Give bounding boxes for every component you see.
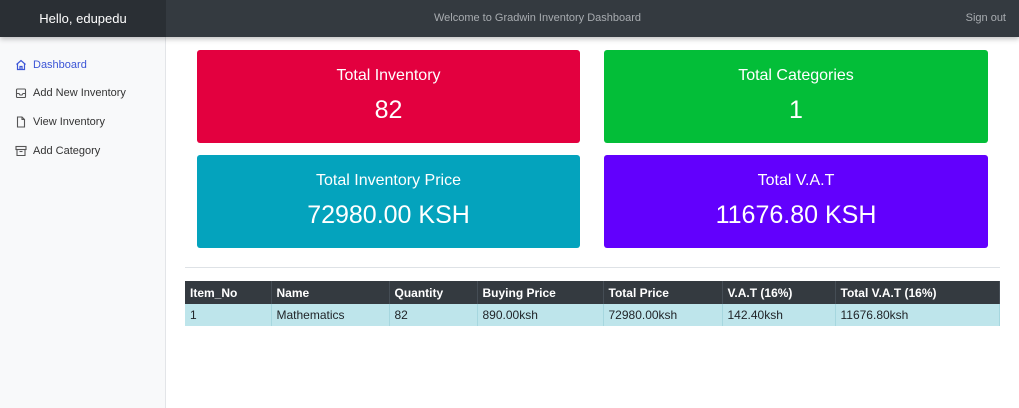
home-icon xyxy=(15,59,27,71)
sidebar-item-label: Dashboard xyxy=(33,59,87,71)
table-row: 1 Mathematics 82 890.00ksh 72980.00ksh 1… xyxy=(185,304,1000,326)
card-total-categories: Total Categories 1 xyxy=(604,50,988,143)
card-total-vat: Total V.A.T 11676.80 KSH xyxy=(604,155,988,248)
sidebar-item-label: Add New Inventory xyxy=(33,87,126,99)
sidebar-item-label: Add Category xyxy=(33,145,101,157)
file-icon xyxy=(15,116,27,128)
column-header: V.A.T (16%) xyxy=(722,281,836,304)
sidebar-item-dashboard[interactable]: Dashboard xyxy=(15,59,87,71)
section-divider xyxy=(185,267,1000,268)
column-header: Quantity xyxy=(389,281,478,304)
table-cell: Mathematics xyxy=(271,304,390,326)
card-title: Total Inventory xyxy=(336,67,441,84)
table-cell: 890.00ksh xyxy=(477,304,604,326)
table-header-row: Item_No Name Quantity Buying Price Total… xyxy=(185,281,1000,304)
user-greeting: Hello, edupedu xyxy=(0,0,166,37)
archive-icon xyxy=(15,145,27,157)
sidebar-item-add-new-inventory[interactable]: Add New Inventory xyxy=(15,87,126,99)
sign-out-link[interactable]: Sign out xyxy=(965,12,1006,24)
card-value: 1 xyxy=(789,96,803,124)
table-cell: 142.40ksh xyxy=(722,304,836,326)
sidebar: Dashboard Add New Inventory View Invento… xyxy=(0,37,166,408)
card-total-inventory-price: Total Inventory Price 72980.00 KSH xyxy=(197,155,580,248)
table-cell: 11676.80ksh xyxy=(835,304,1000,326)
column-header: Total Price xyxy=(603,281,723,304)
sidebar-item-add-category[interactable]: Add Category xyxy=(15,145,100,157)
card-value: 11676.80 KSH xyxy=(715,201,877,229)
dashboard-welcome-text: Welcome to Gradwin Inventory Dashboard xyxy=(433,12,642,24)
card-title: Total Categories xyxy=(738,67,854,84)
card-value: 82 xyxy=(374,96,403,124)
column-header: Buying Price xyxy=(477,281,604,304)
column-header: Total V.A.T (16%) xyxy=(835,281,1000,304)
sidebar-item-label: View Inventory xyxy=(33,116,105,128)
card-value: 72980.00 KSH xyxy=(307,201,470,229)
table-cell: 82 xyxy=(389,304,478,326)
column-header: Name xyxy=(271,281,390,304)
table-cell: 72980.00ksh xyxy=(603,304,723,326)
column-header: Item_No xyxy=(185,281,272,304)
card-total-inventory: Total Inventory 82 xyxy=(197,50,580,143)
sidebar-item-view-inventory[interactable]: View Inventory xyxy=(15,116,105,128)
inventory-table: Item_No Name Quantity Buying Price Total… xyxy=(185,281,1000,326)
card-title: Total Inventory Price xyxy=(316,172,461,189)
card-title: Total V.A.T xyxy=(757,172,835,189)
inbox-icon xyxy=(15,87,27,99)
table-cell: 1 xyxy=(185,304,272,326)
top-navbar: Hello, edupedu Welcome to Gradwin Invent… xyxy=(0,0,1019,37)
